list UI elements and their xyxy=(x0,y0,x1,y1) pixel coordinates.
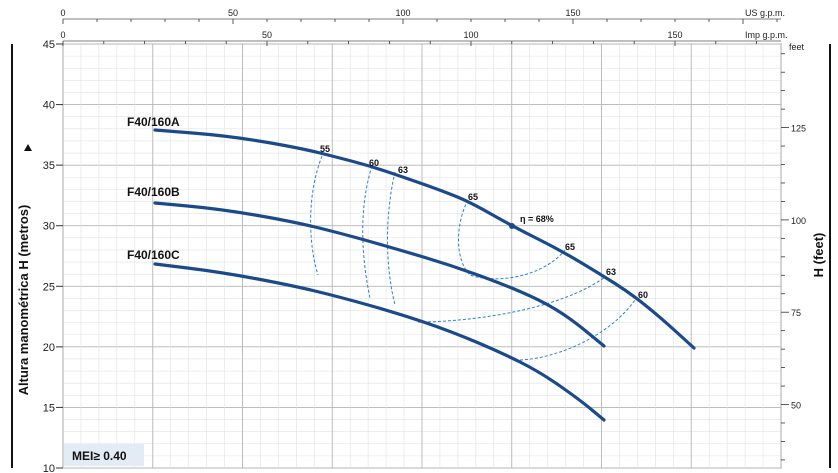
eff-label-63-right: 63 xyxy=(606,267,616,277)
eff-63-contour-right xyxy=(417,276,606,323)
us-gpm-unit: US g.p.m. xyxy=(745,8,785,18)
left-tick-label: 35 xyxy=(43,160,55,172)
eff-65-contour-left xyxy=(458,199,566,280)
us-tick-label: 150 xyxy=(565,8,580,18)
series-curves xyxy=(153,128,696,422)
grid xyxy=(62,43,782,469)
right-tick-label: 100 xyxy=(791,216,806,226)
right-axis-title: H (feet) xyxy=(811,233,826,278)
eff-63-contour-left xyxy=(387,171,396,306)
left-tick-label: 40 xyxy=(43,100,55,112)
right-axis: 50 75 100 125 xyxy=(781,53,806,461)
us-tick-label: 100 xyxy=(395,8,410,18)
eff-label-60-right: 60 xyxy=(638,290,648,300)
series-label-f40-160a: F40/160A xyxy=(127,115,180,129)
eff-60-contour-right xyxy=(519,299,636,361)
series-label-f40-160b: F40/160B xyxy=(127,185,180,199)
imp-tick-label: 100 xyxy=(463,30,478,40)
top-axis-imp: 0 50 100 150 Imp g.p.m. xyxy=(60,30,788,46)
up-arrow-icon xyxy=(24,144,32,151)
left-tick-label: 45 xyxy=(43,39,55,51)
imp-tick-label: 50 xyxy=(262,30,272,40)
series-curve-f40-160c xyxy=(153,262,606,422)
imp-tick-label: 0 xyxy=(60,30,65,40)
efficiency-contours xyxy=(310,155,636,361)
imp-gpm-unit: Imp g.p.m. xyxy=(745,30,788,40)
series-curve-f40-160b xyxy=(153,201,606,348)
left-tick-label: 30 xyxy=(43,221,55,233)
eff-label-68: η = 68% xyxy=(520,214,554,224)
eff-label-55: 55 xyxy=(320,144,330,154)
right-tick-label: 50 xyxy=(791,401,801,411)
eff-label-65: 65 xyxy=(468,192,478,202)
eff-55-contour xyxy=(310,155,323,276)
mei-text: MEI≥ 0.40 xyxy=(72,449,127,463)
series-curve-f40-160a xyxy=(153,128,696,350)
left-tick-label: 25 xyxy=(43,281,55,293)
eff-label-65-right: 65 xyxy=(565,242,575,252)
series-label-f40-160c: F40/160C xyxy=(127,248,180,262)
top-axis-us: 0 50 100 150 US g.p.m. xyxy=(60,8,785,24)
eff-label-60: 60 xyxy=(369,158,379,168)
left-tick-label: 15 xyxy=(43,402,55,414)
mei-badge xyxy=(64,444,144,466)
left-axis: 10 15 20 25 30 35 40 45 xyxy=(43,39,63,473)
imp-tick-label: 150 xyxy=(667,30,682,40)
right-tick-label: 125 xyxy=(791,124,806,134)
left-tick-label: 10 xyxy=(43,463,55,473)
left-axis-title: Altura manométrica H (metros) xyxy=(16,205,31,396)
feet-unit: feet xyxy=(789,42,805,52)
left-tick-label: 20 xyxy=(43,342,55,354)
us-tick-label: 0 xyxy=(60,8,65,18)
right-tick-label: 75 xyxy=(791,308,801,318)
bep-point xyxy=(509,223,515,229)
eff-60-contour-left xyxy=(362,165,373,299)
us-tick-label: 50 xyxy=(228,8,238,18)
eff-label-63: 63 xyxy=(398,165,408,175)
